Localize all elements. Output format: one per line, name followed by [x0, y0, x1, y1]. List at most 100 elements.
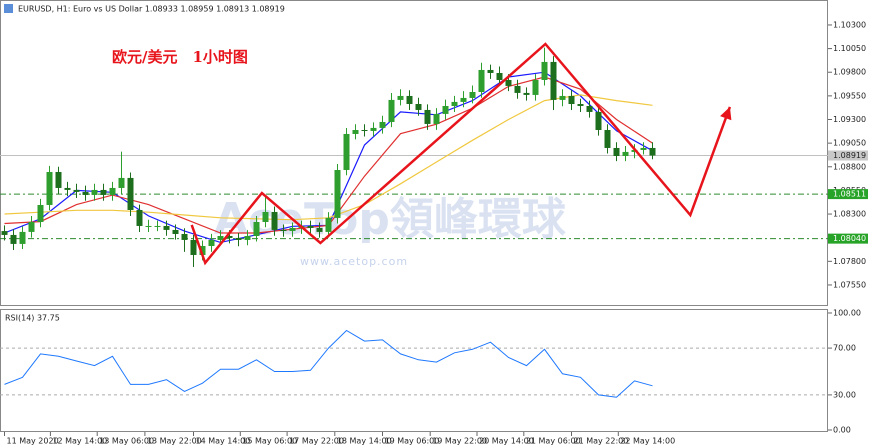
candle-body: [46, 171, 53, 205]
y-tick-label: 1.10300: [833, 20, 866, 29]
x-tick-label: 13 May 22:00: [147, 437, 202, 446]
candle-body: [442, 105, 449, 114]
candle-body: [28, 221, 35, 232]
candle-body: [550, 61, 557, 100]
candle-body: [10, 234, 17, 244]
candle-body: [208, 239, 215, 247]
rsi-title: RSI(14) 37.75: [5, 314, 60, 323]
y-tick-label: 70.00: [833, 344, 856, 353]
candle-body: [586, 105, 593, 112]
candle-body: [73, 189, 80, 192]
y-tick-label: 30.00: [833, 390, 856, 399]
candle-body: [280, 229, 287, 231]
candle-body: [262, 211, 269, 222]
candle-body: [127, 177, 134, 210]
candle-body: [451, 101, 458, 106]
y-tick-label: 1.08300: [833, 210, 866, 219]
candle-body: [487, 69, 494, 73]
chart-icon: [4, 4, 13, 13]
candle-body: [433, 113, 440, 124]
price-level-tag: [828, 233, 868, 244]
candle-body: [424, 109, 431, 124]
x-tick-label: 22 May 14:00: [620, 437, 675, 446]
price-level-tag: [828, 189, 868, 200]
candle-body: [613, 147, 620, 156]
candle-body: [226, 235, 233, 238]
y-tick-label: 1.09300: [833, 115, 866, 124]
candle-body: [415, 103, 422, 110]
candle-body: [379, 121, 386, 128]
watermark-url: www.acetop.com: [300, 255, 408, 268]
x-tick-label: 21 May 06:00: [526, 437, 581, 446]
y-tick-label: 1.07800: [833, 257, 866, 266]
candle-body: [181, 233, 188, 240]
price-level-tag: [828, 150, 868, 161]
candle-body: [271, 211, 278, 230]
candle-body: [640, 147, 647, 150]
candle-body: [253, 221, 260, 236]
candle-body: [163, 225, 170, 230]
candle-body: [523, 92, 530, 95]
y-tick-label: 1.07550: [833, 280, 866, 289]
candle-body: [622, 151, 629, 156]
price-level-label: 1.08919: [833, 151, 866, 160]
candle-body: [469, 91, 476, 98]
x-tick-label: 15 May 06:00: [242, 437, 297, 446]
candle-body: [406, 95, 413, 104]
candle-body: [136, 209, 143, 226]
y-tick-label: 0.00: [833, 426, 851, 435]
candle-body: [595, 111, 602, 130]
y-tick-label: 100.00: [833, 308, 861, 317]
candle-body: [244, 235, 251, 240]
x-tick-label: 11 May 2020: [7, 437, 59, 446]
y-tick-label: 1.09550: [833, 91, 866, 100]
candle-body: [478, 69, 485, 92]
candle-body: [370, 127, 377, 131]
candle-body: [397, 95, 404, 100]
candle-body: [496, 72, 503, 80]
x-tick-label: 13 May 06:00: [99, 437, 154, 446]
candle-body: [19, 231, 26, 244]
candle-body: [37, 204, 44, 222]
candle-body: [316, 227, 323, 232]
candle-body: [541, 61, 548, 80]
main-panel: [0, 0, 828, 306]
y-tick-label: 1.08800: [833, 162, 866, 171]
candle-body: [334, 169, 341, 218]
y-tick-label: 1.10050: [833, 44, 866, 53]
candle-body: [235, 237, 242, 240]
x-tick-label: 19 May 22:00: [432, 437, 487, 446]
chart-header: EURUSD, H1: Euro vs US Dollar 1.08933 1.…: [18, 5, 285, 14]
candle-body: [604, 129, 611, 148]
candle-body: [388, 99, 395, 122]
candle-body: [577, 103, 584, 106]
candle-body: [649, 147, 656, 156]
rsi-line: [4, 329, 653, 398]
trend-arrow: [190, 42, 732, 266]
y-tick-label: 1.09800: [833, 68, 866, 77]
candle-body: [199, 246, 206, 255]
x-tick-label: 17 May 22:00: [289, 437, 344, 446]
price-level-label: 1.08511: [833, 190, 866, 199]
candle-body: [343, 133, 350, 170]
x-tick-label: 14 May 14:00: [196, 437, 251, 446]
candle-body: [217, 235, 224, 240]
candle-body: [118, 177, 125, 188]
candle-body: [514, 85, 521, 93]
candle-body: [100, 189, 107, 195]
candle-body: [460, 97, 467, 102]
x-tick-label: 19 May 06:00: [385, 437, 440, 446]
candle-body: [190, 239, 197, 255]
x-tick-label: 18 May 14:00: [337, 437, 392, 446]
chart-title: 欧元/美元 1小时图: [112, 48, 248, 66]
candle-body: [532, 79, 539, 95]
candle-body: [64, 187, 71, 190]
candle-body: [325, 217, 332, 232]
candle-body: [505, 79, 512, 86]
candle-body: [1, 231, 8, 235]
candle-body: [568, 95, 575, 104]
candle-body: [154, 225, 161, 227]
candle-body: [352, 129, 359, 134]
